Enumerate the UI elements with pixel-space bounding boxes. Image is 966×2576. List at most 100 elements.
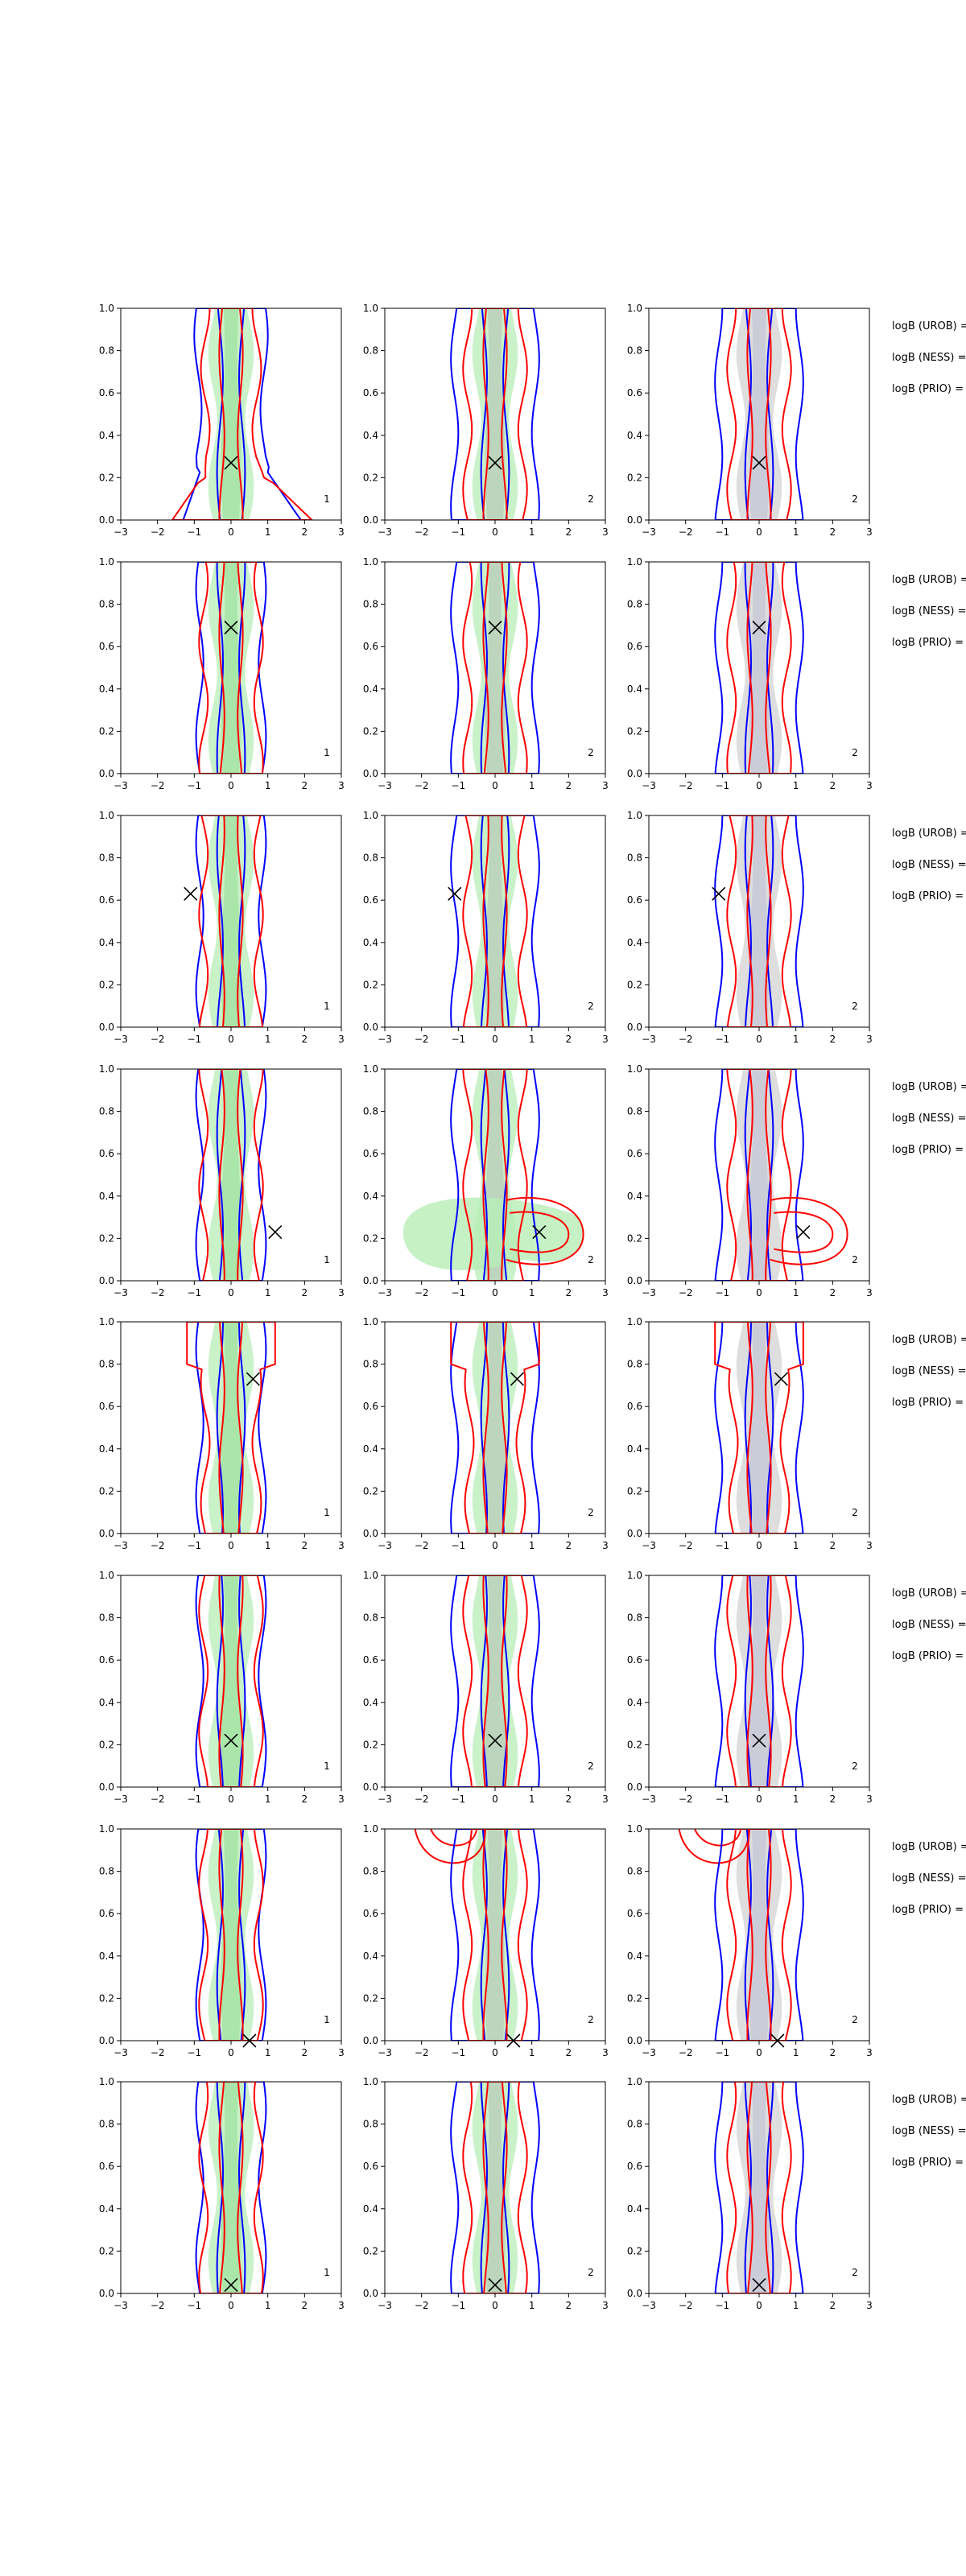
red-contour-inner <box>218 562 244 774</box>
red-contour-inner <box>746 1322 772 1534</box>
x-tick-label: 1 <box>529 1794 535 1805</box>
y-tick-label: 1.0 <box>627 2076 642 2087</box>
panel-r2-c3: −3 −2 −1 0 1 2 3 0.0 0.2 0.4 0.6 0.8 1.0 2 <box>627 556 873 791</box>
red-contour-outer <box>726 562 792 774</box>
y-tick-label: 0.6 <box>99 1148 114 1159</box>
y-tick-label: 0.2 <box>99 1992 114 2004</box>
x-tick-label: 0 <box>492 526 498 538</box>
x-tick-label: 0 <box>492 1794 498 1805</box>
true-value-marker <box>246 1372 260 1386</box>
x-tick-label: −2 <box>151 2047 165 2058</box>
y-tick-label: 0.2 <box>99 725 114 737</box>
density-core <box>485 1829 506 2041</box>
y-tick-label: 0.6 <box>627 641 642 652</box>
y-tick-label: 0.2 <box>627 2245 642 2256</box>
side-label-r2-3: logB (PRIO) = <box>892 637 964 649</box>
red-contour-inner <box>482 1829 508 2041</box>
y-tick-label: 0.0 <box>363 2288 378 2299</box>
y-tick-label: 0.2 <box>627 1232 642 1244</box>
density-core <box>749 1829 770 2041</box>
x-tick-label: 0 <box>756 1287 762 1298</box>
x-tick-label: 0 <box>756 526 762 538</box>
true-value-marker <box>796 1224 811 1240</box>
red-contour-outer <box>186 1322 276 1534</box>
blue-contour-outer <box>195 815 267 1027</box>
y-tick-label: 1.0 <box>363 810 378 821</box>
red-contour-inner <box>746 1575 772 1787</box>
panel-r6-c3: −3 −2 −1 0 1 2 3 0.0 0.2 0.4 0.6 0.8 1.0 2 <box>627 1570 873 1805</box>
y-tick-label: 0.4 <box>99 1191 114 1202</box>
blue-contour-outer <box>195 2082 267 2293</box>
y-tick-label: 0.8 <box>99 345 114 357</box>
x-tick-label: 3 <box>866 1287 873 1298</box>
y-tick-label: 0.8 <box>363 1359 378 1370</box>
x-tick-label: 0 <box>492 1287 498 1298</box>
x-tick-label: −3 <box>642 1794 656 1805</box>
panel-label: 2 <box>852 493 858 505</box>
side-label-r3-2: logB (NESS) = <box>892 859 966 871</box>
panel-label: 2 <box>588 2267 594 2278</box>
x-tick-label: 1 <box>265 1287 271 1298</box>
x-tick-label: 3 <box>338 2047 345 2058</box>
x-tick-label: 1 <box>793 780 799 791</box>
x-tick-label: −3 <box>642 2047 656 2058</box>
y-tick-label: 0.6 <box>363 1908 378 1919</box>
x-tick-label: 3 <box>602 1794 609 1805</box>
red-contour-outer <box>198 2082 264 2293</box>
true-value-marker <box>242 2033 257 2048</box>
y-tick-label: 0.2 <box>99 2245 114 2256</box>
density-core <box>221 1322 242 1534</box>
blue-contour-inner <box>216 2082 246 2293</box>
red-contour-inner <box>218 815 244 1027</box>
true-value-marker <box>752 2277 766 2293</box>
x-tick-label: −3 <box>642 1540 656 1551</box>
x-tick-label: −1 <box>715 1034 729 1045</box>
x-tick-label: 2 <box>302 1540 308 1551</box>
y-tick-label: 0.6 <box>627 1401 642 1412</box>
x-tick-label: −2 <box>151 2300 165 2311</box>
x-tick-label: −2 <box>679 1794 693 1805</box>
blue-contour-outer <box>182 308 303 520</box>
side-label-r6-3: logB (PRIO) = <box>892 1650 964 1662</box>
density-core <box>749 815 770 1027</box>
y-tick-label: 0.4 <box>99 2203 114 2215</box>
x-tick-label: 2 <box>830 2047 836 2058</box>
panel-r1-c2: −3 −2 −1 0 1 2 3 0.0 0.2 0.4 0.6 0.8 1.0 2 <box>363 303 609 538</box>
red-contour-inner <box>218 1829 244 2041</box>
panel-label: 1 <box>324 747 330 758</box>
y-tick-label: 0.0 <box>363 768 378 779</box>
y-tick-label: 1.0 <box>363 1316 378 1327</box>
x-tick-label: 3 <box>866 1794 873 1805</box>
true-value-marker <box>224 620 238 635</box>
density-core <box>221 815 242 1027</box>
density-core <box>221 1575 242 1787</box>
y-tick-label: 0.2 <box>627 1739 642 1750</box>
red-contour-inner <box>746 815 772 1027</box>
red-contour-outer <box>198 562 264 774</box>
y-tick-label: 0.8 <box>363 345 378 357</box>
x-tick-label: 2 <box>566 2300 572 2311</box>
x-tick-label: 1 <box>793 1540 799 1551</box>
y-tick-label: 0.8 <box>99 599 114 610</box>
y-tick-label: 0.2 <box>627 472 642 483</box>
x-tick-label: −2 <box>679 526 693 538</box>
x-tick-label: 1 <box>529 526 535 538</box>
y-tick-label: 0.6 <box>99 894 114 906</box>
red-contour-inner <box>746 562 772 774</box>
x-tick-label: 2 <box>830 1034 836 1045</box>
red-contour-outer <box>171 308 313 520</box>
red-contour-inner <box>746 1829 772 2041</box>
x-tick-label: −2 <box>679 780 693 791</box>
red-contour-inner <box>218 1069 244 1281</box>
panel-r1-c1: −3 −2 −1 0 1 2 3 0.0 0.2 0.4 0.6 0.8 1.0 1 <box>99 303 345 538</box>
side-label-r8-1: logB (UROB) = <box>892 2094 966 2106</box>
blue-contour-outer <box>714 1575 804 1787</box>
blue-contour-outer <box>195 1069 267 1281</box>
x-tick-label: −3 <box>378 526 392 538</box>
panel-r8-c3: −3 −2 −1 0 1 2 3 0.0 0.2 0.4 0.6 0.8 1.0 2 <box>627 2076 873 2311</box>
y-tick-label: 0.2 <box>99 1739 114 1750</box>
x-tick-label: 3 <box>866 780 873 791</box>
y-tick-label: 1.0 <box>627 1823 642 1835</box>
panel-label: 2 <box>588 1001 594 1012</box>
red-contour-blob <box>506 1196 584 1265</box>
